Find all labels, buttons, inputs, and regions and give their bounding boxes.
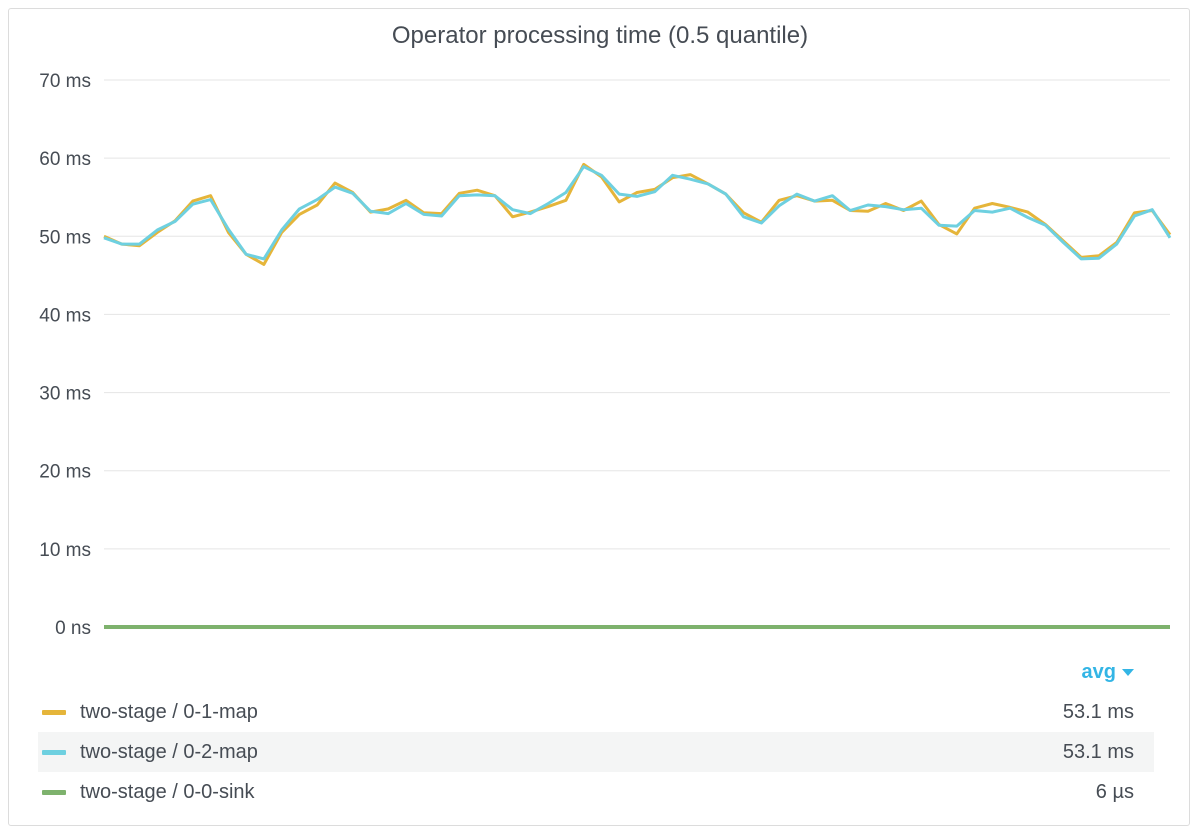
legend-sort-avg[interactable]: avg xyxy=(1082,661,1134,684)
legend-series-avg: 53.1 ms xyxy=(1062,700,1134,723)
legend-series-name: two-stage / 0-0-sink xyxy=(80,780,255,803)
legend-item-0-2-map[interactable]: two-stage / 0-2-map 53.1 ms xyxy=(38,732,1154,772)
series-swatch-icon xyxy=(42,749,66,755)
legend-item-0-1-map[interactable]: two-stage / 0-1-map 53.1 ms xyxy=(38,692,1154,732)
y-tick-label: 50 ms xyxy=(39,227,91,248)
legend-series-avg: 53.1 ms xyxy=(1062,740,1134,763)
legend-series-avg: 6 µs xyxy=(1095,780,1134,803)
y-tick-label: 0 ns xyxy=(55,618,91,639)
panel-frame xyxy=(8,8,1190,826)
chart-title: Operator processing time (0.5 quantile) xyxy=(391,22,809,49)
legend-series-name: two-stage / 0-2-map xyxy=(80,740,258,763)
y-tick-label: 10 ms xyxy=(39,540,91,561)
legend-avg-label: avg xyxy=(1081,661,1116,683)
series-swatch-icon xyxy=(42,709,66,715)
y-tick-label: 30 ms xyxy=(39,384,91,405)
legend-item-0-0-sink[interactable]: two-stage / 0-0-sink 6 µs xyxy=(38,772,1154,812)
y-tick-label: 60 ms xyxy=(39,149,91,170)
caret-down-icon xyxy=(1122,669,1134,676)
y-tick-label: 20 ms xyxy=(39,462,91,483)
y-tick-label: 40 ms xyxy=(39,305,91,326)
series-line-2 xyxy=(103,165,1172,261)
series-line-1 xyxy=(103,162,1172,266)
y-tick-label: 70 ms xyxy=(39,71,91,92)
legend-series-name: two-stage / 0-1-map xyxy=(80,700,258,723)
series-swatch-icon xyxy=(42,789,66,795)
